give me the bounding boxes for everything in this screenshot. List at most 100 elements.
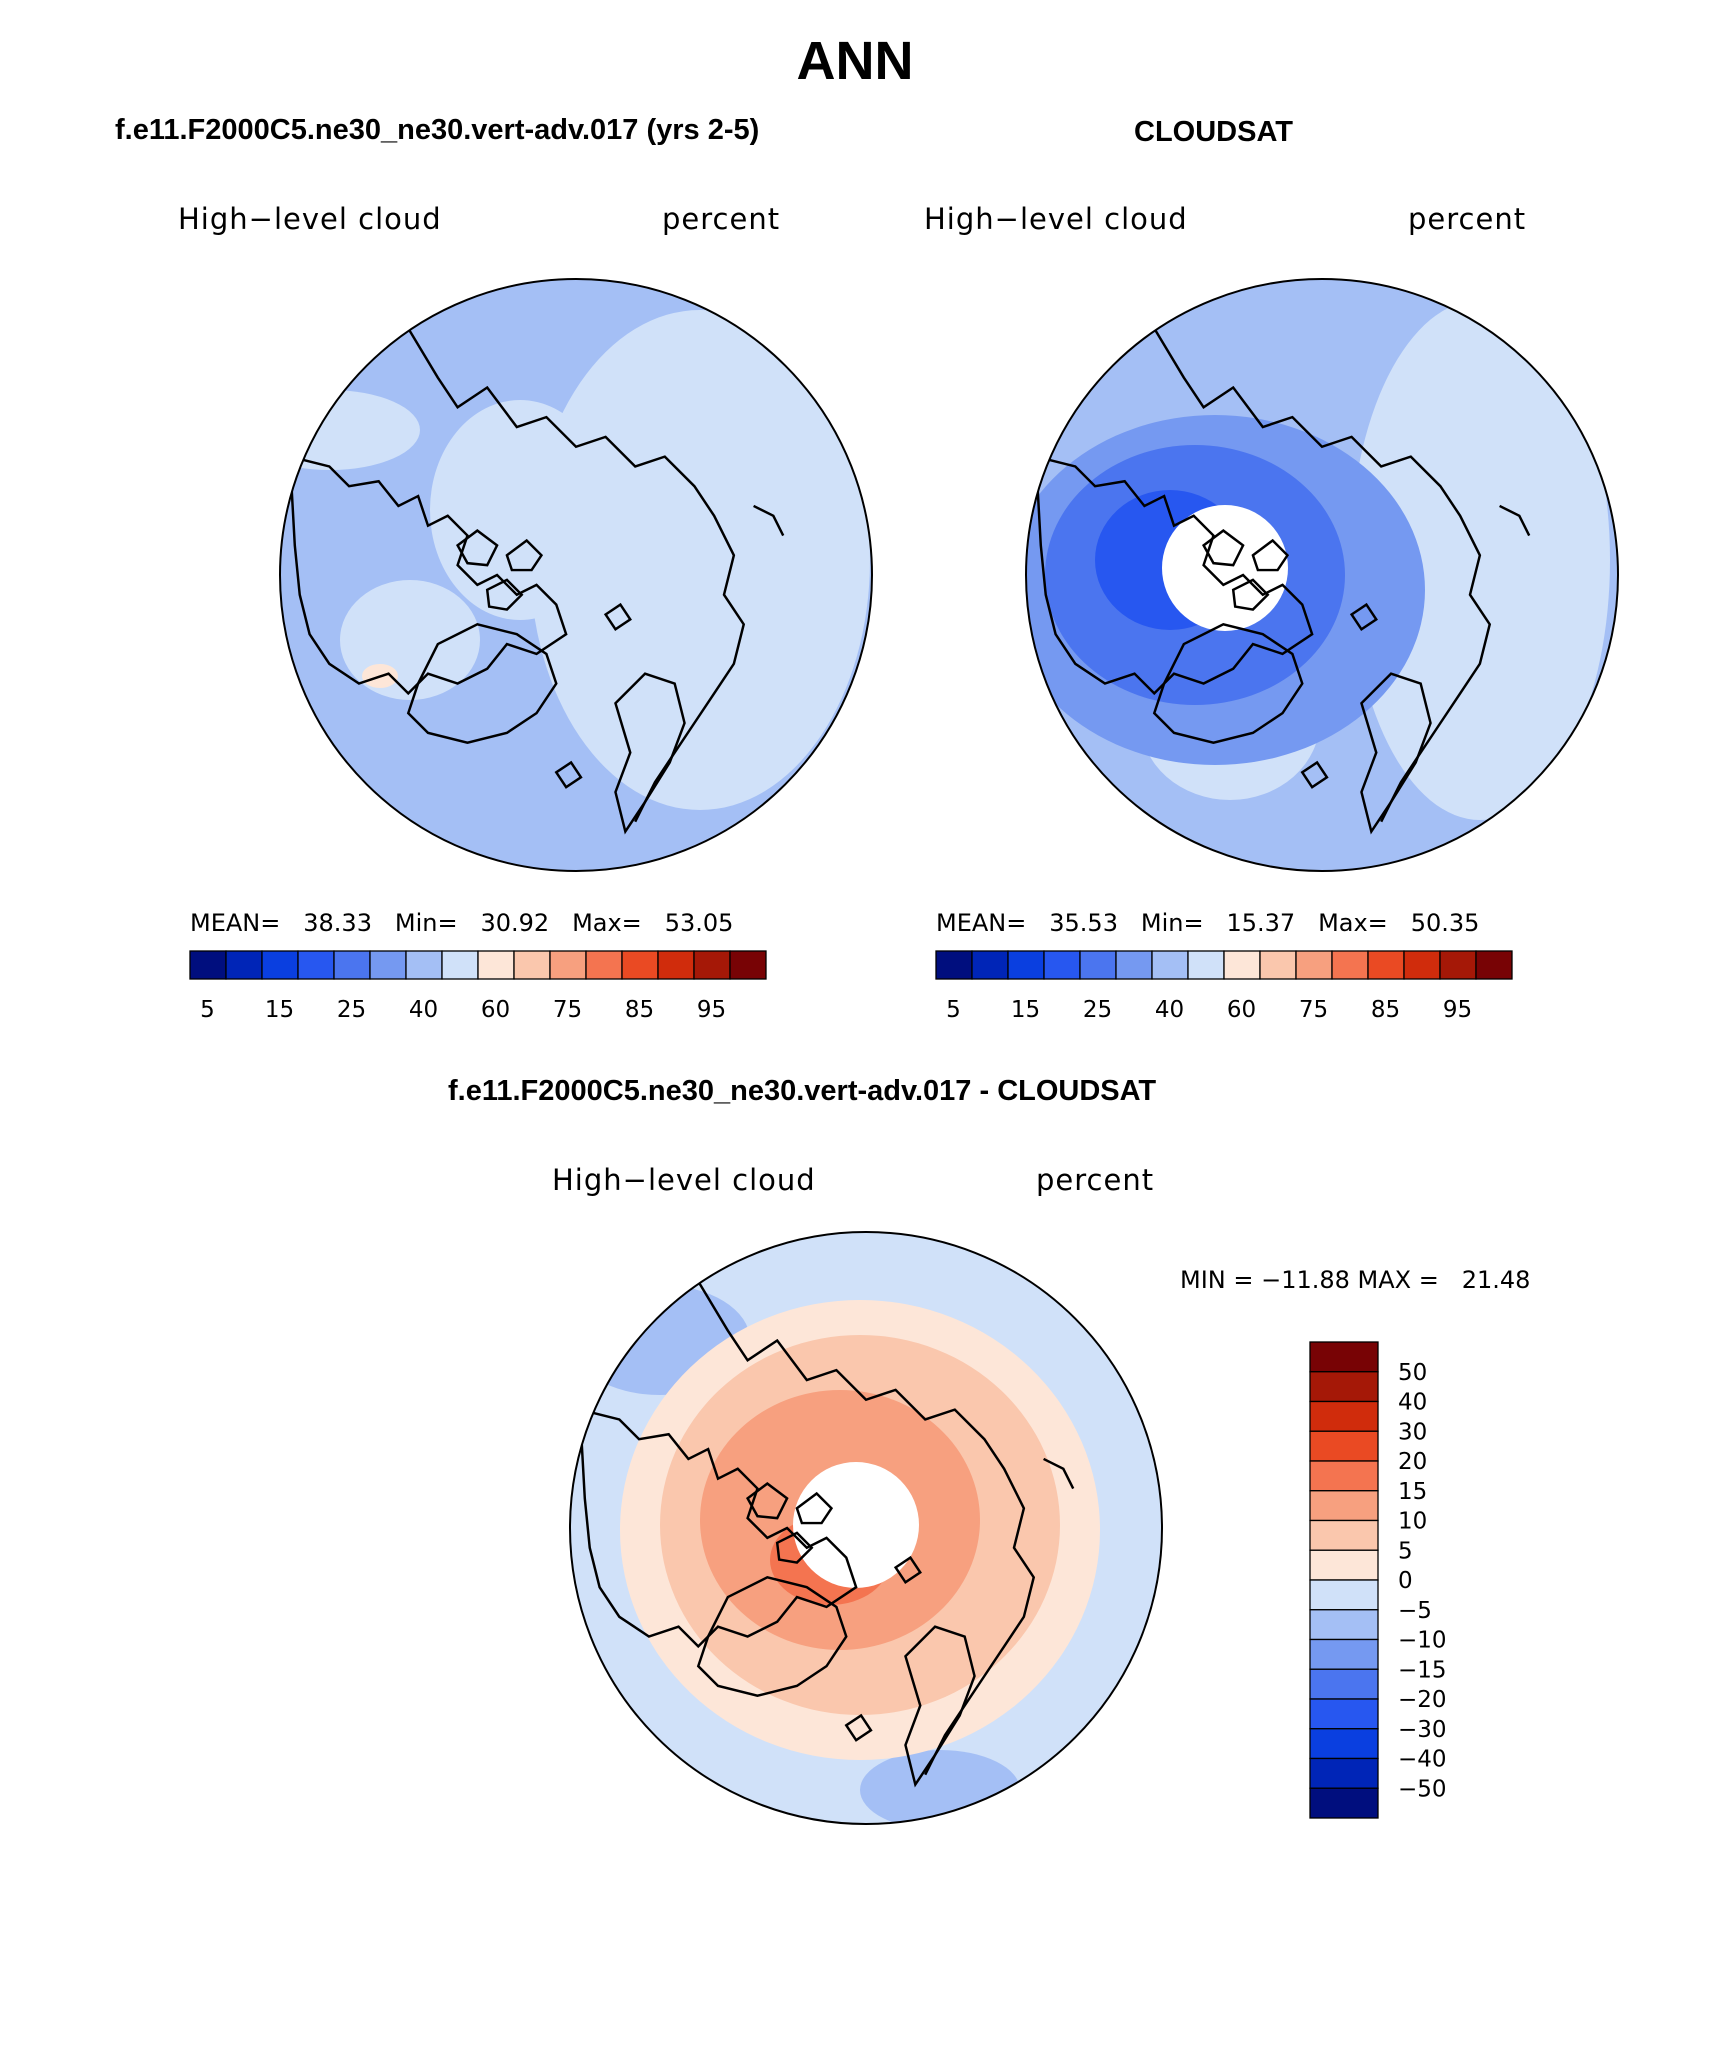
right-max-value: 50.35 [1410, 909, 1480, 937]
right-map-border [1025, 278, 1619, 872]
diff-colorbar-swatch-15 [1309, 1787, 1379, 1819]
diff-colorbar-swatch-10 [1309, 1638, 1379, 1670]
left-colorbar-swatch-15 [729, 950, 767, 980]
left-colorbar-tick-label: 75 [553, 997, 582, 1023]
right-colorbar-tick-label: 60 [1227, 997, 1256, 1023]
left-variable-label: High−level cloud [178, 202, 442, 236]
right-mean-label: MEAN= [936, 909, 1027, 937]
left-colorbar: 5 15 25 40 60 75 85 95 [189, 950, 767, 1023]
diff-colorbar-tick-label: −15 [1398, 1657, 1447, 1683]
left-map [280, 279, 872, 871]
left-colorbar-swatch-3 [297, 950, 335, 980]
diff-colorbar-swatch-7 [1309, 1549, 1379, 1581]
left-map-border [279, 278, 873, 872]
right-colorbar-swatch-0 [935, 950, 973, 980]
diff-colorbar-tick-label: 20 [1398, 1449, 1427, 1475]
diff-colorbar-swatch-3 [1309, 1430, 1379, 1462]
diff-colorbar-tick-label: −20 [1398, 1687, 1447, 1713]
left-colorbar-tick-label: 85 [625, 997, 654, 1023]
right-colorbar-swatch-12 [1367, 950, 1405, 980]
right-colorbar-swatch-8 [1223, 950, 1261, 980]
left-colorbar-swatch-11 [585, 950, 623, 980]
diff-colorbar-swatch-0 [1309, 1341, 1379, 1373]
right-colorbar-swatch-2 [1007, 950, 1045, 980]
diff-map [570, 1232, 1162, 1824]
diff-colorbar-swatch-12 [1309, 1698, 1379, 1730]
right-units-label: percent [1408, 202, 1527, 236]
left-colorbar-swatch-0 [189, 950, 227, 980]
right-colorbar-swatch-3 [1043, 950, 1081, 980]
left-colorbar-swatch-1 [225, 950, 263, 980]
diff-colorbar-tick-label: −40 [1398, 1747, 1447, 1773]
right-colorbar-swatch-14 [1439, 950, 1477, 980]
right-colorbar-tick-label: 75 [1299, 997, 1328, 1023]
right-colorbar-swatch-7 [1187, 950, 1225, 980]
diff-colorbar-tick-label: −10 [1398, 1628, 1447, 1654]
left-colorbar-swatch-6 [405, 950, 443, 980]
diff-region-neg2 [860, 1750, 1020, 1824]
right-colorbar-tick-label: 15 [1011, 997, 1040, 1023]
left-colorbar-tick-label: 60 [481, 997, 510, 1023]
diff-colorbar-tick-label: −5 [1398, 1598, 1432, 1624]
right-region-light [1350, 300, 1610, 820]
diff-colorbar-swatch-11 [1309, 1668, 1379, 1700]
diff-colorbar-tick-label: 30 [1398, 1419, 1427, 1445]
left-max-value: 53.05 [664, 909, 734, 937]
left-mean-value: 38.33 [303, 909, 372, 937]
right-max-label: Max= [1318, 909, 1388, 937]
left-mean-label: MEAN= [190, 909, 281, 937]
diff-colorbar-swatch-5 [1309, 1490, 1379, 1522]
left-colorbar-swatch-10 [549, 950, 587, 980]
left-stats: MEAN= 38.33 Min= 30.92 Max= 53.05 [190, 909, 733, 937]
diff-colorbar-swatch-8 [1309, 1579, 1379, 1611]
left-min-value: 30.92 [480, 909, 550, 937]
diff-colorbar-swatch-2 [1309, 1400, 1379, 1432]
left-colorbar-tick-label: 95 [697, 997, 726, 1023]
left-colorbar-tick-label: 40 [409, 997, 438, 1023]
left-colorbar-swatch-7 [441, 950, 479, 980]
right-colorbar-tick-label: 5 [946, 997, 961, 1023]
left-panel-title: f.e11.F2000C5.ne30_ne30.vert-adv.017 (yr… [115, 114, 760, 146]
left-colorbar-tick-label: 5 [200, 997, 215, 1023]
right-colorbar-swatch-5 [1115, 950, 1153, 980]
diff-map-border [569, 1231, 1163, 1825]
diff-colorbar-tick-label: 40 [1398, 1390, 1427, 1416]
right-stats: MEAN= 35.53 Min= 15.37 Max= 50.35 [936, 909, 1479, 937]
left-region-light1 [530, 310, 870, 810]
left-colorbar-swatch-9 [513, 950, 551, 980]
left-region-light2 [430, 400, 610, 620]
left-colorbar-swatch-2 [261, 950, 299, 980]
left-units-label: percent [662, 202, 781, 236]
diff-variable-label: High−level cloud [552, 1163, 816, 1197]
right-missing-pole [1162, 505, 1288, 631]
diff-panel-title: f.e11.F2000C5.ne30_ne30.vert-adv.017 - C… [448, 1075, 1157, 1107]
right-colorbar-swatch-1 [971, 950, 1009, 980]
right-map [1026, 279, 1618, 871]
right-panel-title: CLOUDSAT [1134, 116, 1293, 148]
right-colorbar-tick-label: 40 [1155, 997, 1184, 1023]
diff-colorbar-swatch-9 [1309, 1609, 1379, 1641]
diff-colorbar-swatch-4 [1309, 1460, 1379, 1492]
diff-colorbar-tick-label: 10 [1398, 1509, 1427, 1535]
diff-colorbar-swatch-6 [1309, 1519, 1379, 1551]
diff-colorbar-swatch-13 [1309, 1728, 1379, 1760]
left-colorbar-swatch-8 [477, 950, 515, 980]
diff-missing-pole [793, 1462, 919, 1588]
left-colorbar-tick-label: 25 [337, 997, 366, 1023]
diff-units-label: percent [1036, 1163, 1155, 1197]
diff-colorbar-tick-label: 50 [1398, 1360, 1427, 1386]
diff-minmax: MIN = −11.88 MAX = 21.48 [1180, 1266, 1531, 1294]
left-min-label: Min= [394, 909, 458, 937]
right-colorbar-swatch-13 [1403, 950, 1441, 980]
figure-title: ANN [796, 31, 914, 91]
left-colorbar-swatch-14 [693, 950, 731, 980]
right-colorbar-swatch-6 [1151, 950, 1189, 980]
diff-colorbar-swatch-14 [1309, 1757, 1379, 1789]
left-max-label: Max= [572, 909, 642, 937]
diff-colorbar-tick-label: −50 [1398, 1776, 1447, 1802]
right-colorbar-swatch-11 [1331, 950, 1369, 980]
right-colorbar-tick-label: 95 [1443, 997, 1472, 1023]
left-colorbar-swatch-4 [333, 950, 371, 980]
left-colorbar-swatch-13 [657, 950, 695, 980]
